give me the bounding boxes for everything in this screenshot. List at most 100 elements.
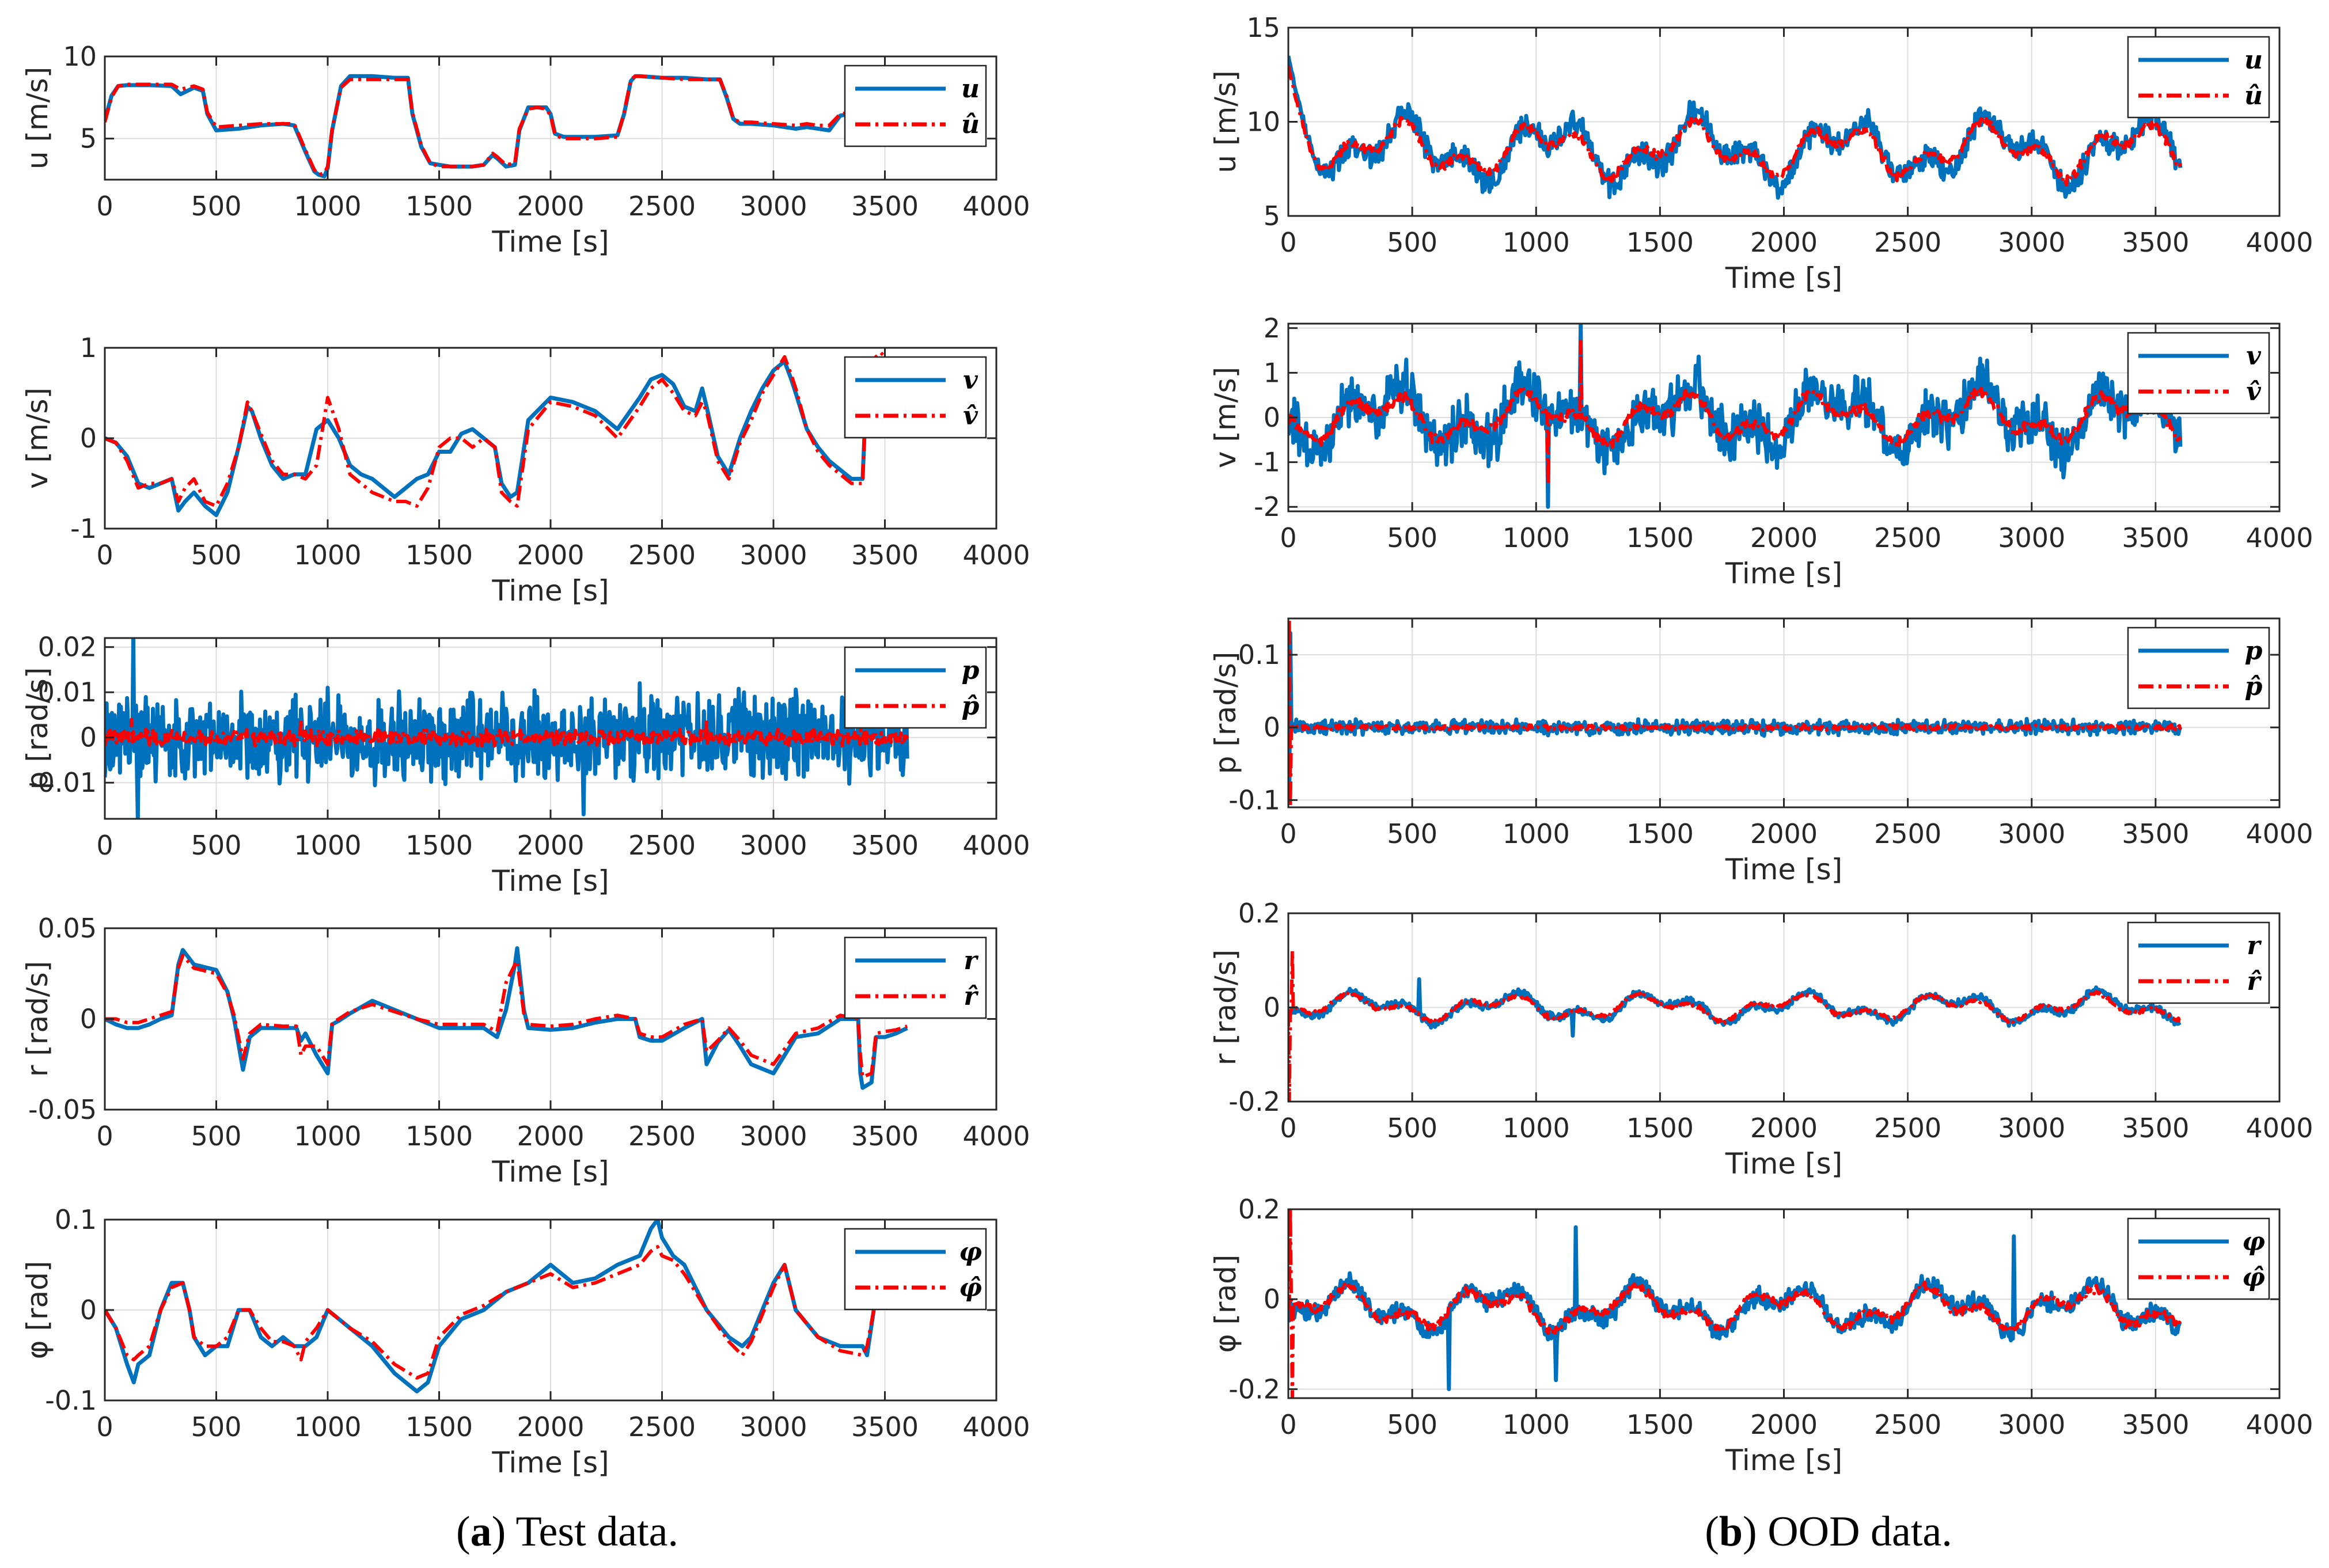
legend-label-true: r [964, 946, 978, 975]
x-tick-label: 1500 [1626, 1409, 1694, 1440]
x-tick-label: 500 [1387, 1409, 1437, 1440]
chart-a-v: 0 500 1000 1500 2000 2500 3000 3500 4000-101Time… [21, 332, 1030, 608]
y-tick-label: 0 [80, 722, 97, 753]
series-pred-line [1288, 618, 2182, 807]
x-tick-label: 2500 [1874, 522, 1941, 553]
x-axis-label: Time [s] [1725, 1147, 1842, 1180]
chart-a-phi: 0 500 1000 1500 2000 2500 3000 3500 4000-0.100.1… [21, 1204, 1030, 1479]
x-tick-label: 4000 [2245, 1113, 2313, 1144]
series-true-line [105, 638, 909, 819]
y-tick-label: 0.02 [38, 632, 97, 663]
x-tick-label: 3500 [2122, 1409, 2189, 1440]
legend-label-pred: p̂ [962, 692, 980, 721]
x-tick-label: 4000 [962, 1411, 1030, 1442]
x-tick-label: 1000 [294, 830, 361, 861]
y-axis-label: v [m/s] [1209, 367, 1242, 468]
x-tick-label: 2000 [517, 191, 584, 222]
x-tick-label: 3000 [739, 1411, 807, 1442]
x-tick-label: 3000 [1998, 522, 2065, 553]
legend-box [2127, 332, 2270, 415]
x-tick-label: 1500 [1626, 227, 1694, 258]
legend-box [844, 936, 987, 1019]
x-tick-label: 3000 [1998, 1113, 2065, 1144]
legend-label-pred: φ̂ [2242, 1263, 2265, 1292]
x-tick-label: 500 [191, 830, 242, 861]
x-axis-label: Time [s] [1725, 853, 1842, 886]
legend-box [2127, 627, 2270, 709]
y-axis-label: v [m/s] [21, 388, 54, 489]
x-tick-label: 0 [96, 540, 113, 571]
legend-label-true: v [963, 366, 978, 395]
x-tick-label: 3500 [2122, 1113, 2189, 1144]
x-tick-label: 1500 [1626, 1113, 1694, 1144]
y-tick-label: 0 [80, 1004, 97, 1035]
x-tick-label: 1000 [1503, 818, 1570, 849]
x-tick-label: 0 [1280, 1409, 1296, 1440]
y-tick-label: 0 [80, 1294, 97, 1326]
y-axis-label: φ [rad] [1209, 1255, 1242, 1353]
x-axis-label: Time [s] [491, 1446, 609, 1479]
x-tick-label: 1000 [1503, 522, 1570, 553]
x-tick-label: 2500 [628, 191, 696, 222]
series-pred-line [105, 74, 908, 177]
series-pred-line [105, 350, 886, 508]
x-tick-label: 3500 [851, 1121, 919, 1152]
y-tick-label: 10 [63, 41, 97, 72]
x-tick-label: 3500 [851, 540, 919, 571]
y-tick-label: 0.05 [38, 913, 97, 944]
legend-box [2127, 36, 2270, 119]
chart-b-r: 0 500 1000 1500 2000 2500 3000 3500 4000-0.200.2… [1209, 898, 2313, 1180]
x-tick-label: 1000 [294, 1121, 361, 1152]
x-tick-label: 1500 [405, 540, 473, 571]
x-tick-label: 4000 [962, 540, 1030, 571]
chart-b-phi: 0 500 1000 1500 2000 2500 3000 3500 4000-0.200.2… [1209, 1194, 2313, 1477]
y-tick-label: 5 [1264, 200, 1280, 231]
x-tick-label: 1500 [405, 191, 473, 222]
y-tick-label: 5 [80, 123, 97, 154]
legend-label-true: φ [959, 1237, 982, 1267]
x-tick-label: 3500 [851, 830, 919, 861]
x-tick-label: 2000 [1750, 227, 1818, 258]
legend-label-pred: r̂ [964, 982, 978, 1011]
y-tick-label: 0.01 [38, 677, 97, 708]
x-tick-label: 2500 [1874, 1113, 1941, 1144]
x-tick-label: 2000 [517, 830, 584, 861]
x-axis-label: Time [s] [491, 1155, 609, 1189]
x-tick-label: 0 [1280, 818, 1296, 849]
x-tick-label: 3000 [1998, 818, 2065, 849]
x-tick-label: 500 [191, 540, 242, 571]
x-tick-label: 4000 [962, 830, 1030, 861]
x-tick-label: 3500 [2122, 522, 2189, 553]
x-tick-label: 2500 [1874, 227, 1941, 258]
x-tick-label: 2500 [1874, 1409, 1941, 1440]
y-tick-label: 0.2 [1238, 898, 1280, 929]
series-true-line [1288, 1225, 2182, 1391]
x-tick-label: 1500 [1626, 522, 1694, 553]
x-axis-label: Time [s] [1725, 261, 1842, 295]
x-tick-label: 0 [1280, 227, 1296, 258]
x-tick-label: 500 [191, 191, 242, 222]
series-pred-line [105, 954, 908, 1079]
x-tick-label: 1000 [294, 1411, 361, 1442]
y-tick-label: 0.1 [55, 1204, 97, 1235]
y-tick-label: 0 [1264, 712, 1280, 743]
x-tick-label: 500 [1387, 1113, 1437, 1144]
x-tick-label: 2000 [517, 1121, 584, 1152]
x-tick-label: 0 [1280, 522, 1296, 553]
x-tick-label: 3500 [851, 1411, 919, 1442]
y-axis-label: r [rad/s] [1209, 950, 1242, 1065]
y-tick-label: -0.1 [45, 1385, 97, 1416]
x-tick-label: 2000 [517, 540, 584, 571]
x-axis-label: Time [s] [1725, 1444, 1842, 1477]
x-tick-label: 1000 [294, 191, 361, 222]
x-tick-label: 2500 [628, 830, 696, 861]
series-pred-line [105, 717, 909, 748]
series-pred-line [105, 1245, 876, 1380]
y-tick-label: 0.2 [1238, 1194, 1280, 1225]
legend-box [844, 64, 987, 147]
y-tick-label: 0 [1264, 1284, 1280, 1315]
legend-label-true: u [961, 74, 980, 104]
legend-box [2127, 921, 2270, 1004]
y-tick-label: 0 [80, 423, 97, 454]
x-tick-label: 0 [96, 191, 113, 222]
